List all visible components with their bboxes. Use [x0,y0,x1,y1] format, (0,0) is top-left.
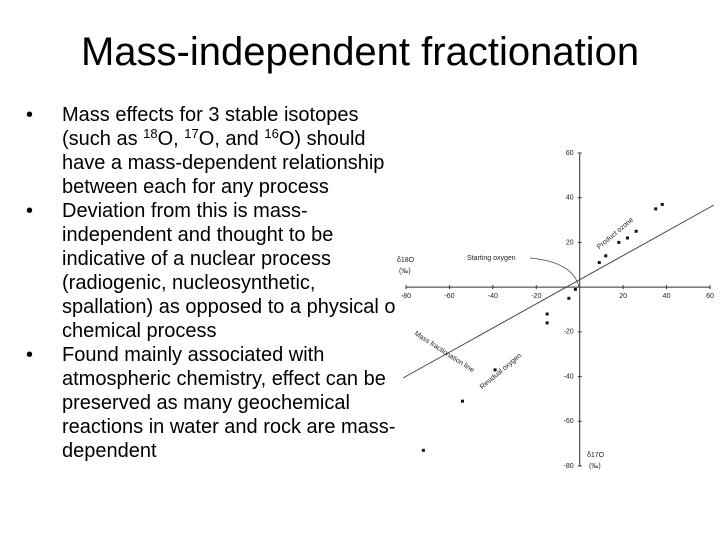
x-tick-label: -60 [444,293,454,300]
bullet-list: Mass effects for 3 stable isotopes (such… [26,103,402,463]
bullet-line: (radiogenic, nucleosynthetic, [62,272,316,294]
y-tick-label: 20 [566,239,574,246]
y-tick-label: -20 [564,329,574,336]
y-axis-label: (‰) [589,463,601,470]
bullet: Deviation from this is mass- independent… [26,199,402,343]
data-point [597,261,601,265]
data-point [545,312,549,316]
arc [529,257,580,288]
data-point [567,296,571,300]
text: (such as [62,128,144,150]
x-tick-label: -80 [401,293,411,300]
data-point [460,399,464,403]
bullet-line: Found mainly associated with [62,344,325,366]
annotation: Residual oxygen [479,352,523,391]
bullet-line: (such as 18O, 17O, and 16O) should [62,127,402,151]
bullet-line: indicative of a nuclear process [62,248,332,270]
data-point [421,448,425,452]
bullet: Mass effects for 3 stable isotopes (such… [26,103,402,199]
y-tick-label: -80 [564,463,574,470]
data-point [617,240,621,244]
y-axis-label: δ17O [587,452,605,459]
bullet-line: between each for any process [62,176,329,198]
x-tick-label: 20 [619,293,627,300]
x-tick-label: -20 [531,293,541,300]
data-point [625,236,629,240]
bullet-line: Mass effects for 3 stable isotopes [62,104,359,126]
data-point [545,321,549,325]
data-point [573,287,577,291]
slide-title: Mass-independent fractionation [80,30,640,74]
text: O, [157,128,185,150]
data-point [634,229,638,233]
data-point [604,254,608,258]
x-tick-label: -40 [488,293,498,300]
text: O) should [278,128,366,150]
superscript: 17 [184,126,199,141]
y-tick-label: -60 [564,418,574,425]
bullet-line: dependent [62,440,157,462]
x-axis-label: δ18O [397,257,415,264]
y-tick-label: 40 [566,195,574,202]
bullet: Found mainly associated with atmospheric… [26,343,402,463]
bullet-line: Deviation from this is mass- [62,200,308,222]
data-point [660,202,664,206]
x-tick-label: 60 [706,293,714,300]
annotation: Starting oxygen [467,255,516,262]
bullet-line: have a mass-dependent relationship [62,152,385,174]
bullet-line: reactions in water and rock are mass- [62,416,396,438]
x-axis-label: (‰) [399,268,411,275]
figure: δ18O (‰) δ17O (‰) Starting oxygen Produc… [395,140,717,480]
y-tick-label: 60 [566,150,574,157]
superscript: 16 [264,126,279,141]
data-point [493,368,497,372]
fractionation-line [402,204,715,379]
superscript: 18 [143,126,158,141]
y-tick-label: -40 [564,373,574,380]
data-point [654,207,658,211]
bullet-line: independent and thought to be [62,224,334,246]
bullet-line: preserved as many geochemical [62,392,350,414]
x-tick-label: 40 [663,293,671,300]
bullet-line: atmospheric chemistry, effect can be [62,368,386,390]
annotation: Product ozone [596,216,635,250]
bullet-line: chemical process [62,320,217,342]
bullet-line: spallation) as opposed to a physical or [62,296,403,318]
text: O, and [198,128,265,150]
